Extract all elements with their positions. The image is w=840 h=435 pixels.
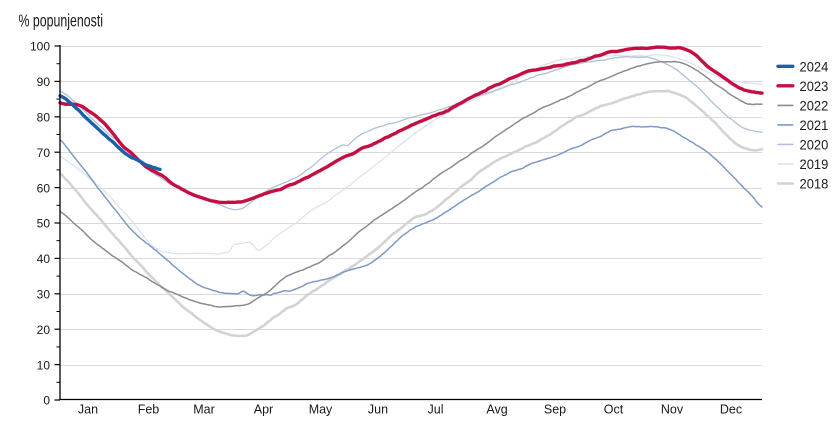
svg-text:Nov: Nov: [661, 403, 684, 417]
svg-text:Jan: Jan: [78, 403, 98, 417]
svg-text:% popunjenosti: % popunjenosti: [19, 10, 104, 30]
svg-text:2023: 2023: [800, 79, 829, 94]
svg-text:2018: 2018: [800, 177, 829, 192]
svg-text:Mar: Mar: [193, 403, 215, 417]
svg-text:70: 70: [37, 146, 51, 160]
svg-text:Jul: Jul: [428, 403, 444, 417]
svg-text:20: 20: [37, 323, 51, 337]
svg-text:2019: 2019: [800, 157, 829, 172]
svg-text:2024: 2024: [800, 59, 829, 74]
svg-text:Dec: Dec: [720, 403, 742, 417]
svg-text:0: 0: [43, 394, 50, 408]
svg-text:Jun: Jun: [368, 403, 388, 417]
svg-text:50: 50: [37, 217, 51, 231]
svg-text:2020: 2020: [800, 137, 829, 152]
svg-text:60: 60: [37, 181, 51, 195]
svg-text:2021: 2021: [800, 118, 829, 133]
svg-text:2022: 2022: [800, 98, 829, 113]
svg-text:Avg: Avg: [486, 403, 507, 417]
svg-text:30: 30: [37, 288, 51, 302]
svg-text:Feb: Feb: [138, 403, 160, 417]
svg-text:40: 40: [37, 252, 51, 266]
svg-text:80: 80: [37, 111, 51, 125]
svg-text:Sep: Sep: [544, 403, 566, 417]
svg-text:Oct: Oct: [604, 403, 624, 417]
svg-text:90: 90: [37, 75, 51, 89]
svg-text:10: 10: [37, 358, 51, 372]
svg-text:May: May: [309, 403, 333, 417]
svg-text:Apr: Apr: [254, 403, 273, 417]
svg-text:100: 100: [30, 40, 50, 54]
